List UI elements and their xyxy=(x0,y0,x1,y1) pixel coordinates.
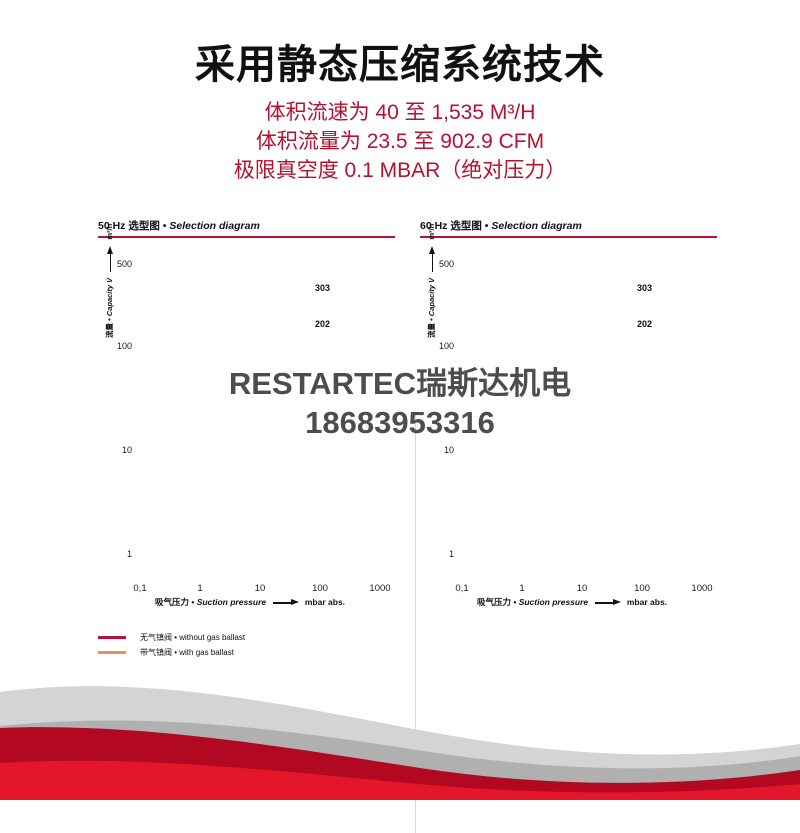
y-title-cn: 流量 xyxy=(105,323,114,338)
y-tick-1-50hz: 1 xyxy=(126,549,132,559)
subtitle-line-3: 极限真空度 0.1 MBAR（绝对压力） xyxy=(233,159,567,183)
charts-band: 50 Hz 选型图 • Selection diagram 流量 • Capac… xyxy=(0,198,800,833)
legend-swatch-without-ballast xyxy=(98,636,126,639)
poster-page: 采用静态压缩系统技术 体积流速为 40 至 1,535 M³/H 体积流量为 2… xyxy=(0,0,800,800)
x-title-en: Suction pressure xyxy=(196,597,267,607)
legend-swatch-with-ballast xyxy=(98,651,126,654)
curve-label-202-50hz: 202 xyxy=(315,319,331,329)
y-unit: m³/h xyxy=(105,223,114,240)
legend-en-1: with gas ballast xyxy=(179,648,234,657)
header-subtitle: 体积流速为 40 至 1,535 M³/H 体积流量为 23.5 至 902.9… xyxy=(0,99,800,186)
x-tick-1000-50hz: 1000 xyxy=(369,583,391,594)
panel-title-en-60hz: Selection diagram xyxy=(491,220,582,232)
x-unit-60hz: mbar abs. xyxy=(626,597,668,607)
y-tick-100-60hz: 100 xyxy=(438,341,454,351)
x-axis-title-60hz: 吸气压力 • Suction pressure mbar abs. xyxy=(476,597,668,607)
legend-label-with-ballast: 带气镇阀 • with gas ballast xyxy=(140,648,234,657)
x-tick-100-60hz: 100 xyxy=(634,583,650,594)
panel-title-cn-60hz: 选型图 xyxy=(450,220,482,232)
chart-panel-50hz: 50 Hz 选型图 • Selection diagram 流量 • Capac… xyxy=(90,198,410,688)
legend-cn-1: 带气镇阀 xyxy=(140,648,172,657)
curve-label-303-60hz: 303 xyxy=(637,283,653,293)
x-title-cn-60hz: 吸气压力 xyxy=(476,597,511,607)
y-tick-500-50hz: 500 xyxy=(116,259,132,269)
legend-label-without-ballast: 无气镇阀 • without gas ballast xyxy=(140,633,246,642)
y-tick-10-50hz: 10 xyxy=(121,445,132,455)
x-tick-1-50hz: 1 xyxy=(197,583,203,594)
y-tick-10-60hz: 10 xyxy=(443,445,454,455)
wave-svg xyxy=(0,686,800,800)
x-axis-title-50hz: 吸气压力 • Suction pressure mbar abs. xyxy=(154,597,346,607)
x-tick-10-50hz: 10 xyxy=(254,583,266,594)
panel-rule-50hz xyxy=(98,236,395,238)
y-unit-60hz: m³/h xyxy=(427,223,436,240)
panel-title-cn-50hz: 选型图 xyxy=(128,220,160,232)
plot-area-60hz xyxy=(462,265,702,578)
panel-title-en-50hz: Selection diagram xyxy=(169,220,260,232)
x-tick-1000-60hz: 1000 xyxy=(691,583,713,594)
x-tick-100-50hz: 100 xyxy=(312,583,328,594)
x-tick-1-60hz: 1 xyxy=(519,583,525,594)
panel-rule-60hz xyxy=(420,236,717,238)
y-tick-1-60hz: 1 xyxy=(448,549,454,559)
panel-freq-50hz: 50 Hz xyxy=(98,220,126,232)
panel-divider xyxy=(415,413,416,833)
x-title-en-60hz: Suction pressure xyxy=(518,597,589,607)
curve-label-202-60hz: 202 xyxy=(637,319,653,329)
x-unit: mbar abs. xyxy=(304,597,346,607)
y-title-en: Capacity V̇ xyxy=(105,277,114,317)
panel-title-50hz: 50 Hz 选型图 • Selection diagram xyxy=(98,220,260,232)
x-tick-10-60hz: 10 xyxy=(576,583,588,594)
panel-freq-60hz: 60 Hz xyxy=(420,220,448,232)
curve-label-303-50hz: 303 xyxy=(315,283,331,293)
x-title-cn: 吸气压力 xyxy=(154,597,189,607)
y-title-en-60hz: Capacity V̇ xyxy=(427,277,436,317)
page-title: 采用静态压缩系统技术 xyxy=(195,43,605,87)
legend-cn-0: 无气镇阀 xyxy=(140,633,172,642)
y-tick-500-60hz: 500 xyxy=(438,259,454,269)
legend-item-with-ballast: 带气镇阀 • with gas ballast xyxy=(98,645,245,660)
subtitle-line-2: 体积流量为 23.5 至 902.9 CFM xyxy=(255,130,545,154)
y-tick-100-50hz: 100 xyxy=(116,341,132,351)
legend-item-without-ballast: 无气镇阀 • without gas ballast xyxy=(98,630,245,645)
footer-wave-decoration xyxy=(0,670,800,800)
header: 采用静态压缩系统技术 体积流速为 40 至 1,535 M³/H 体积流量为 2… xyxy=(0,0,800,186)
chart-legend: 无气镇阀 • without gas ballast 带气镇阀 • with g… xyxy=(98,630,245,660)
plot-area-50hz xyxy=(140,265,380,578)
subtitle-line-1: 体积流速为 40 至 1,535 M³/H xyxy=(264,101,536,125)
x-tick-0.1-50hz: 0,1 xyxy=(133,583,147,594)
panel-title-60hz: 60 Hz 选型图 • Selection diagram xyxy=(420,220,582,232)
y-title-cn-60hz: 流量 xyxy=(427,323,436,338)
x-arrow-icon xyxy=(272,599,299,606)
plot-svg-60hz xyxy=(462,265,702,578)
x-arrow-icon-60hz xyxy=(594,599,621,606)
x-tick-0.1-60hz: 0,1 xyxy=(455,583,469,594)
wave-bright-red xyxy=(0,760,800,800)
legend-en-0: without gas ballast xyxy=(179,633,246,642)
chart-panel-60hz: 60 Hz 选型图 • Selection diagram 流量 • Capac… xyxy=(412,198,732,688)
plot-svg-50hz xyxy=(140,265,380,578)
